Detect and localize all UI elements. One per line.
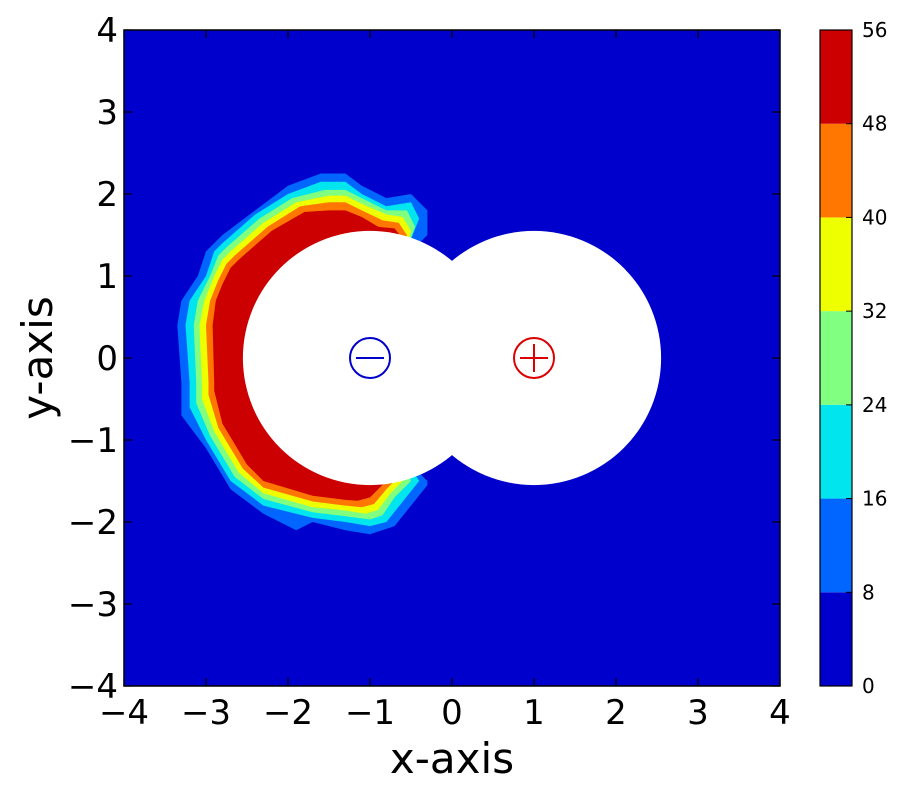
colorbar-segment	[820, 311, 852, 405]
plot-area	[124, 30, 780, 686]
x-axis-label: x-axis	[390, 734, 514, 783]
contour-bands	[177, 173, 428, 535]
y-tick-label: 3	[96, 93, 118, 133]
y-tick-label: −4	[68, 667, 118, 707]
y-axis-label: y-axis	[13, 296, 62, 419]
colorbar: 0 8 16 24 32 40 48 56	[819, 18, 887, 698]
colorbar-tick-label: 48	[862, 112, 887, 136]
colorbar-tick-label: 56	[862, 18, 887, 42]
excluded-regions	[242, 230, 662, 486]
y-tick-label: 2	[96, 175, 118, 215]
colorbar-frame	[819, 29, 853, 687]
x-tick-label: 0	[441, 693, 463, 733]
y-tick-label: 1	[96, 257, 118, 297]
colorbar-tick-label: 16	[862, 487, 887, 511]
x-tick-label: −1	[345, 693, 395, 733]
colorbar-segment	[820, 498, 852, 593]
x-tick-label: 2	[605, 693, 627, 733]
negative-charge-ring	[349, 337, 391, 379]
colorbar-segment	[820, 404, 852, 499]
positive-charge-ring	[513, 337, 555, 379]
y-tick-label: −3	[68, 585, 118, 625]
x-axis-ticks: −4 −3 −2 −1 0 1 2 3 4	[99, 30, 791, 733]
colorbar-tick-label: 0	[862, 674, 875, 698]
x-tick-label: −3	[181, 693, 231, 733]
y-tick-label: 4	[96, 11, 118, 51]
colorbar-segment	[820, 217, 852, 312]
colorbar-segment	[820, 123, 852, 218]
x-tick-label: 3	[687, 693, 709, 733]
colorbar-segment	[820, 30, 852, 124]
y-axis-ticks: −4 −3 −2 −1 0 1 2 3 4	[68, 11, 780, 707]
colorbar-tick-label: 40	[862, 205, 887, 229]
y-tick-label: −2	[68, 503, 118, 543]
x-tick-label: 4	[769, 693, 791, 733]
x-tick-label: 1	[523, 693, 545, 733]
colorbar-tick-label: 8	[862, 580, 875, 604]
contour-band-48-56	[212, 210, 403, 501]
y-tick-label: 0	[96, 339, 118, 379]
x-tick-label: −2	[263, 693, 313, 733]
y-tick-label: −1	[68, 421, 118, 461]
colorbar-segment	[820, 592, 852, 686]
positive-charge-marker	[513, 337, 555, 379]
x-tick-label: −4	[99, 693, 149, 733]
negative-charge-marker	[349, 337, 391, 379]
charge-markers	[349, 337, 555, 379]
colorbar-tick-label: 24	[862, 393, 887, 417]
colorbar-tick-label: 32	[862, 299, 887, 323]
